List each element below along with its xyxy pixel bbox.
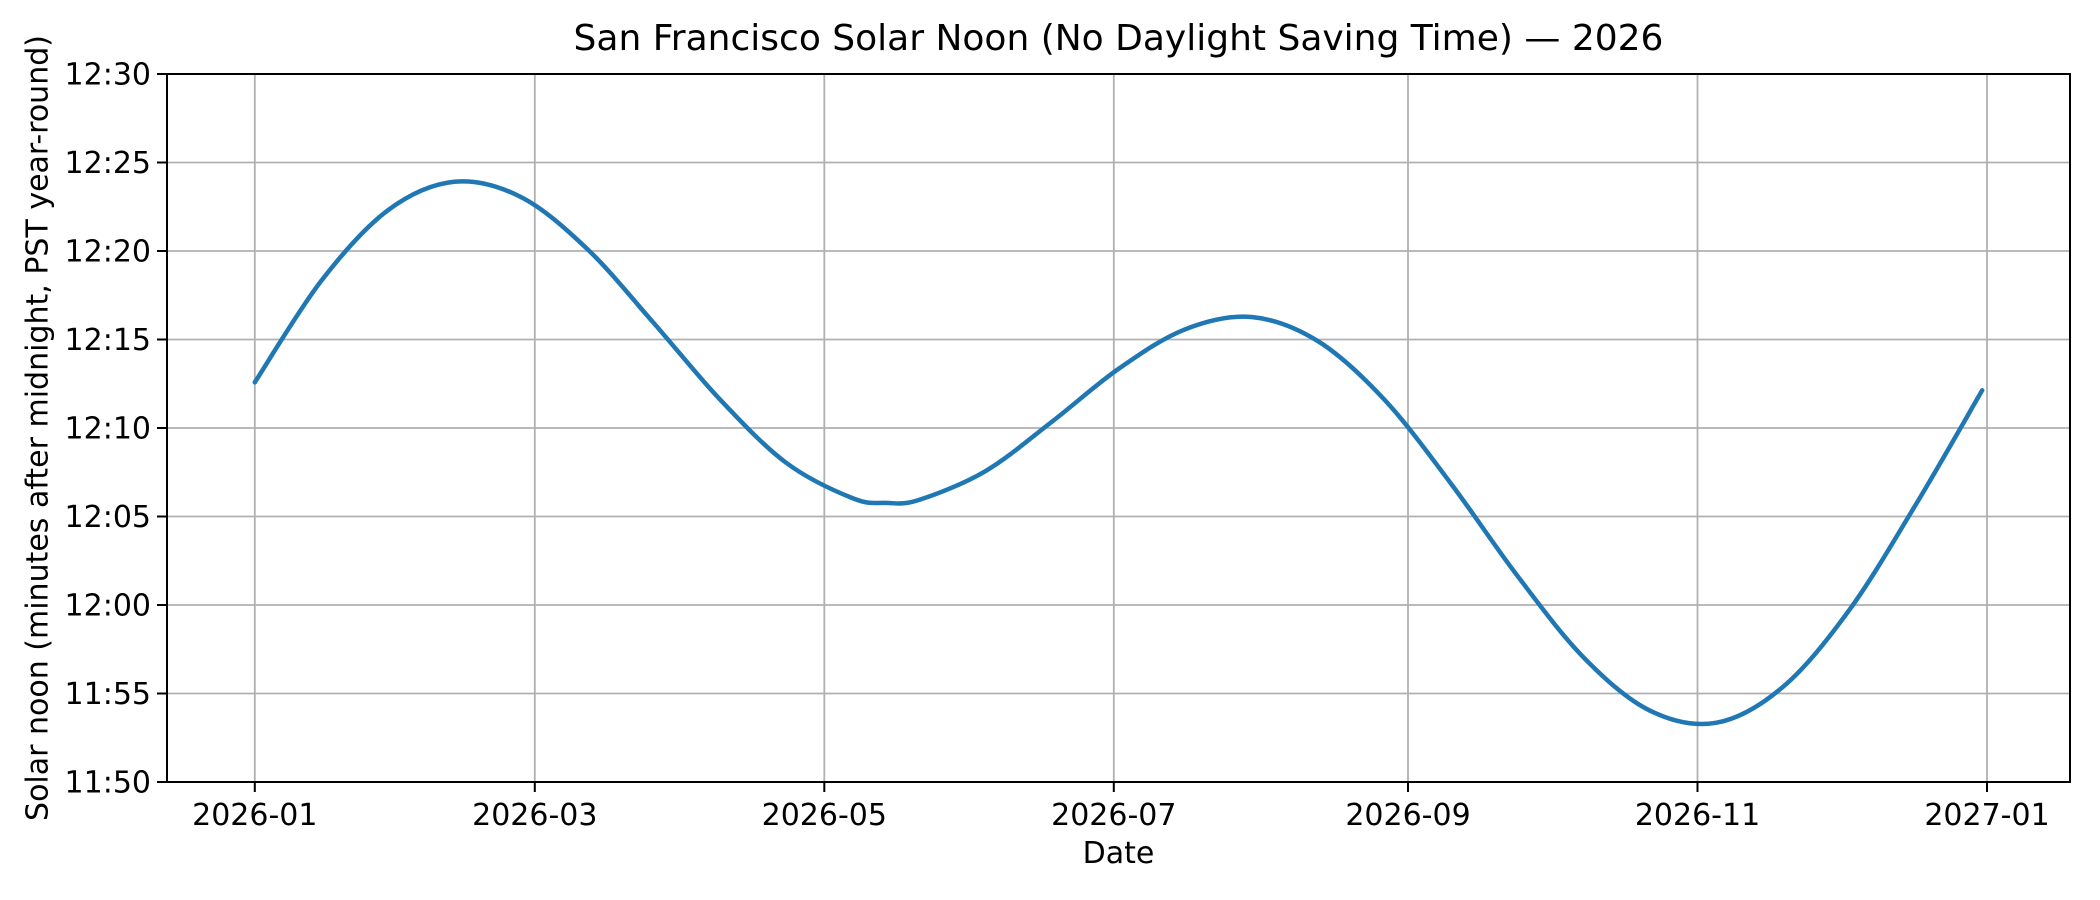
y-tick-label: 12:25 [65,146,151,181]
y-tick-label: 11:55 [65,677,151,712]
x-tick-label: 2026-09 [1345,798,1470,833]
x-axis-label: Date [1082,836,1155,871]
y-tick-label: 12:20 [65,235,151,270]
y-tick-label: 12:00 [65,589,151,624]
y-tick-label: 12:15 [65,323,151,358]
chart-title: San Francisco Solar Noon (No Daylight Sa… [573,18,1664,59]
y-tick-label: 12:30 [65,58,151,93]
x-tick-label: 2026-11 [1635,798,1760,833]
x-tick-label: 2026-01 [192,798,317,833]
x-tick-label: 2026-07 [1051,798,1176,833]
y-tick-label: 11:50 [65,766,151,801]
y-tick-label: 12:05 [65,500,151,535]
x-tick-label: 2027-01 [1924,798,2049,833]
x-tick-label: 2026-03 [472,798,597,833]
y-tick-label: 12:10 [65,412,151,447]
solar-noon-curve [252,179,1985,727]
x-tick-label: 2026-05 [762,798,887,833]
